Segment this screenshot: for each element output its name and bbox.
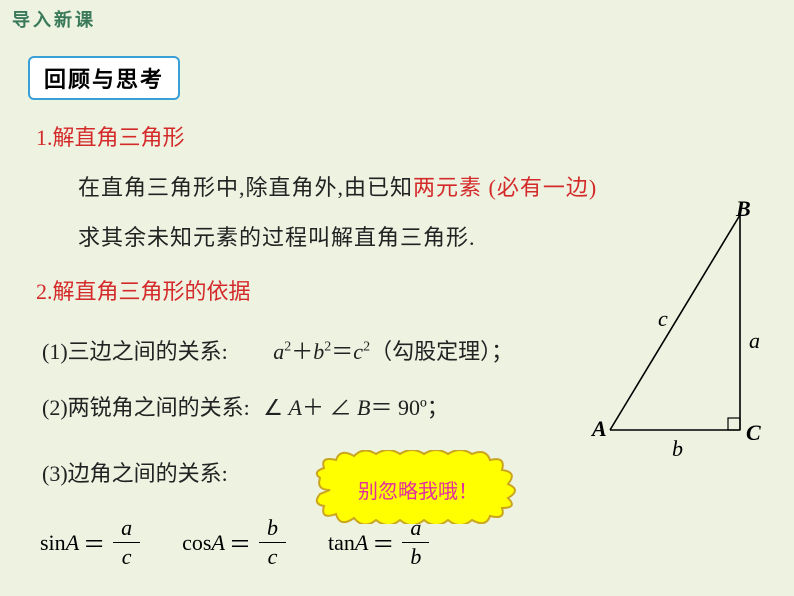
- pythag-formula: a2＋b2＝c2（勾股定理）；: [273, 339, 513, 364]
- sin-A: A: [66, 530, 79, 556]
- sin-label: sin: [40, 530, 66, 556]
- edge-c: c: [658, 306, 668, 332]
- eq-2: ＝: [370, 395, 392, 420]
- section-1-title: 1.解直角三角形: [36, 120, 794, 152]
- angle-A: A: [289, 395, 302, 420]
- section-1-line-1: 在直角三角形中,除直角外,由已知两元素 (必有一边): [78, 170, 794, 202]
- vertex-B: B: [736, 196, 751, 222]
- sin-eq: ＝: [83, 527, 105, 559]
- tan-label: tan: [328, 530, 355, 556]
- ninety-deg: 90º；: [392, 395, 448, 420]
- den-c2: c: [260, 543, 286, 569]
- cloud-text: 别忽略我哦！: [358, 475, 478, 504]
- tan-eq: ＝: [372, 527, 394, 559]
- cos-formula: cosA＝ b c: [182, 516, 290, 569]
- vertex-C: C: [746, 420, 761, 446]
- eq-sign: ＝: [331, 339, 353, 364]
- pythag-note: （勾股定理）；: [370, 339, 513, 364]
- vertex-A: A: [592, 416, 607, 442]
- line1-red: 两元素 (必有一边): [413, 175, 597, 200]
- callout-cloud: 别忽略我哦！: [310, 450, 530, 524]
- sup-2c: 2: [363, 340, 370, 355]
- line1-before: 在直角三角形中,除直角外,由已知: [78, 175, 413, 200]
- num-a: a: [113, 516, 140, 543]
- frac-b-c: b c: [259, 516, 286, 569]
- edge-b: b: [672, 436, 683, 462]
- frac-a-c: a c: [113, 516, 140, 569]
- relation-3-label: (3)边角之间的关系:: [42, 461, 228, 486]
- review-box: 回顾与思考: [28, 56, 180, 100]
- plus-2: ＋: [302, 395, 324, 420]
- angle-formula: ∠ A＋ ∠ B＝ 90º；: [263, 395, 449, 420]
- angle-B: B: [357, 395, 370, 420]
- cos-eq: ＝: [229, 527, 251, 559]
- plus-sign: ＋: [291, 339, 313, 364]
- num-b: b: [259, 516, 286, 543]
- var-a: a: [273, 339, 284, 364]
- angle-sym-1: ∠: [263, 395, 283, 420]
- sin-formula: sinA＝ a c: [40, 516, 144, 569]
- tan-A: A: [355, 530, 368, 556]
- var-b: b: [313, 339, 324, 364]
- slide-header: 导入新课: [0, 0, 794, 38]
- relation-2-label: (2)两锐角之间的关系:: [42, 395, 250, 420]
- relation-1-label: (1)三边之间的关系:: [42, 339, 228, 364]
- edge-a: a: [749, 328, 760, 354]
- den-c: c: [114, 543, 140, 569]
- cos-label: cos: [182, 530, 211, 556]
- angle-sym-2: ∠: [329, 395, 351, 420]
- triangle-svg: [600, 210, 770, 460]
- den-b: b: [402, 543, 429, 569]
- cos-A: A: [211, 530, 224, 556]
- var-c: c: [353, 339, 363, 364]
- triangle-diagram: B A C a b c: [600, 210, 770, 460]
